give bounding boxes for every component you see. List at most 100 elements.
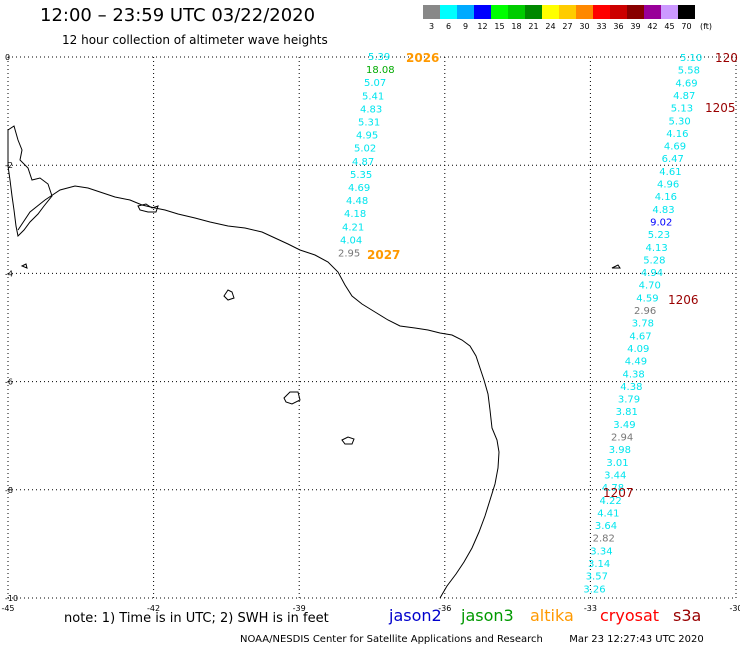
legend-label: 9 [462, 22, 469, 31]
wave-height-reading: 4.69 [675, 78, 697, 89]
legend-label: 33 [596, 22, 607, 31]
wave-height-reading: 5.30 [669, 116, 691, 127]
legend-label: 24 [545, 22, 556, 31]
wave-height-reading: 3.14 [588, 559, 610, 570]
wave-height-reading: 4.13 [646, 243, 668, 254]
legend-label: 21 [528, 22, 539, 31]
wave-height-reading: 4.18 [344, 209, 366, 220]
color-legend-labels: 3 6 9 12 15 18 21 24 27 30 33 36 39 42 45 70 (ft) [423, 22, 717, 31]
legend-swatch [610, 5, 627, 19]
footnote: note: 1) Time is in UTC; 2) SWH is in fe… [64, 611, 329, 626]
lat-tick-label: -10 [5, 594, 18, 603]
legend-swatch [627, 5, 644, 19]
legend-label: 3 [428, 22, 435, 31]
legend-swatch [559, 5, 576, 19]
wave-height-reading: 18.08 [366, 65, 395, 76]
wave-height-reading: 4.38 [620, 382, 642, 393]
wave-height-reading: 2.82 [593, 534, 615, 545]
wave-height-reading: 4.41 [597, 508, 619, 519]
legend-label: 6 [445, 22, 452, 31]
wave-height-reading: 5.13 [671, 104, 693, 115]
wave-height-reading: 5.58 [678, 66, 700, 77]
page-title: 12:00 – 23:59 UTC 03/22/2020 [40, 5, 316, 26]
wave-height-reading: 4.22 [600, 496, 622, 507]
wave-height-reading: 4.16 [655, 192, 677, 203]
wave-height-reading: 3.01 [606, 458, 628, 469]
legend-swatch [508, 5, 525, 19]
wave-height-reading: 3.79 [618, 395, 640, 406]
wave-height-reading: 5.35 [350, 170, 372, 181]
color-legend [423, 5, 695, 19]
island [20, 263, 28, 269]
wave-height-reading: 3.98 [609, 445, 631, 456]
legend-swatch [457, 5, 474, 19]
legend-swatch [525, 5, 542, 19]
lat-tick-label: -4 [5, 269, 13, 278]
pass-label: 120 [715, 51, 738, 65]
legend-label: 12 [477, 22, 488, 31]
wave-height-reading: 3.44 [604, 470, 626, 481]
legend-label: 30 [579, 22, 590, 31]
wave-height-reading: 4.61 [659, 167, 681, 178]
lat-tick-label: -2 [5, 161, 13, 170]
pass-label: 1206 [668, 293, 699, 307]
lat-tick-label: 0 [5, 53, 10, 62]
wave-height-reading: 4.04 [340, 235, 362, 246]
wave-height-reading: 4.96 [657, 180, 679, 191]
wave-height-reading: 4.70 [639, 281, 661, 292]
island [283, 391, 301, 405]
wave-height-reading: 4.69 [348, 183, 370, 194]
wave-height-reading: 2.94 [611, 433, 633, 444]
wave-height-reading: 4.21 [342, 222, 364, 233]
lon-tick-label: -33 [584, 604, 597, 613]
coast-islands [7, 125, 53, 238]
pass-label: 1205 [705, 101, 736, 115]
legend-label: 70 [681, 22, 692, 31]
wave-height-reading: 4.16 [666, 129, 688, 140]
wave-height-reading: 6.47 [662, 154, 684, 165]
wave-height-reading: 5.23 [648, 230, 670, 241]
wave-height-reading: 5.07 [364, 78, 386, 89]
wave-height-reading: 2.96 [634, 306, 656, 317]
wave-height-reading: 4.78 [602, 483, 624, 494]
wave-height-reading: 4.87 [673, 91, 695, 102]
timestamp-text: Mar 23 12:27:43 UTC 2020 [569, 634, 704, 645]
satellite-s3a: s3a [673, 606, 702, 625]
satellite-altika: altika [530, 606, 574, 625]
satellite-jason3: jason3 [461, 606, 514, 625]
legend-swatch [576, 5, 593, 19]
wave-height-reading: 3.78 [632, 319, 654, 330]
legend-label: 27 [562, 22, 573, 31]
island [611, 264, 621, 269]
wave-height-reading: 4.59 [636, 293, 658, 304]
page-subtitle: 12 hour collection of altimeter wave hei… [62, 33, 328, 47]
wave-height-reading: 3.64 [595, 521, 617, 532]
lon-tick-label: -45 [1, 604, 14, 613]
wave-height-reading: 4.38 [623, 369, 645, 380]
pass-label: 2026 [406, 51, 439, 65]
island [341, 436, 355, 445]
wave-height-reading: 5.39 [368, 52, 390, 63]
legend-label: 15 [494, 22, 505, 31]
lon-tick-label: -36 [438, 604, 451, 613]
wave-height-reading: 2.95 [338, 249, 360, 260]
wave-height-reading: 5.41 [362, 91, 384, 102]
legend-swatch [440, 5, 457, 19]
legend-label: 36 [613, 22, 624, 31]
lat-tick-label: -8 [5, 486, 13, 495]
footer-credit: NOAA/NESDIS Center for Satellite Applica… [240, 634, 704, 645]
legend-swatch [678, 5, 695, 19]
wave-height-reading: 3.57 [586, 572, 608, 583]
legend-label: 42 [647, 22, 658, 31]
wave-height-reading: 3.81 [616, 407, 638, 418]
pass-label: 1207 [603, 486, 634, 500]
legend-swatch [661, 5, 678, 19]
wave-height-reading: 5.31 [358, 118, 380, 129]
legend-label: 45 [664, 22, 675, 31]
satellite-cryosat: cryosat [600, 606, 660, 625]
wave-height-reading: 4.09 [627, 344, 649, 355]
wave-height-reading: 5.28 [643, 255, 665, 266]
wave-height-reading: 3.26 [583, 584, 605, 595]
lon-tick-label: -39 [293, 604, 306, 613]
